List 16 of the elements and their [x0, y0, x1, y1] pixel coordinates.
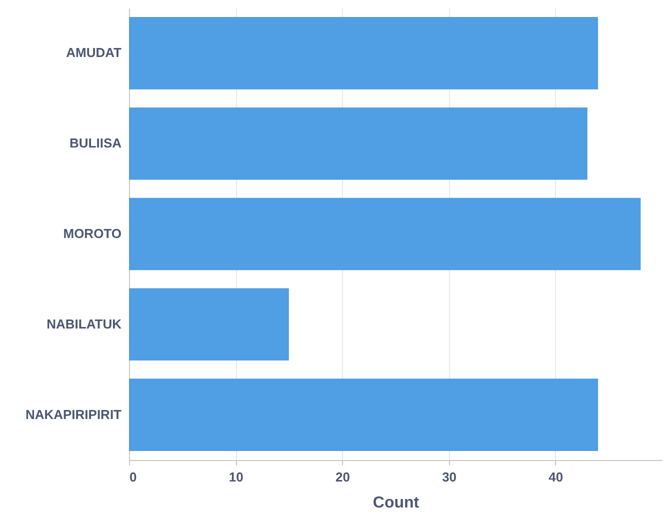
bar	[129, 288, 289, 361]
bar	[129, 378, 598, 451]
y-tick-label: NAKAPIRIPIRIT	[25, 406, 122, 422]
y-tick-label: MOROTO	[63, 226, 122, 241]
x-axis-title: Count	[372, 494, 420, 512]
x-tick-label: 30	[442, 470, 457, 484]
x-tick-label: 40	[548, 470, 564, 484]
bar	[129, 107, 588, 180]
bar	[129, 198, 641, 270]
y-tick-label: NABILATUK	[46, 316, 122, 332]
x-tick-label: 20	[335, 470, 350, 484]
bar	[129, 17, 598, 90]
y-tick-label: BULIISA	[70, 136, 122, 151]
x-tick-label: 0	[130, 470, 137, 484]
x-tick-label: 10	[228, 470, 244, 484]
y-tick-label: AMUDAT	[66, 45, 122, 60]
